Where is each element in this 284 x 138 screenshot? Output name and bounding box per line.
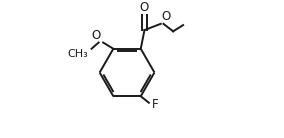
Text: O: O: [91, 29, 100, 42]
Text: O: O: [140, 1, 149, 14]
Text: O: O: [161, 10, 171, 23]
Text: F: F: [152, 99, 158, 112]
Text: CH₃: CH₃: [68, 49, 88, 59]
